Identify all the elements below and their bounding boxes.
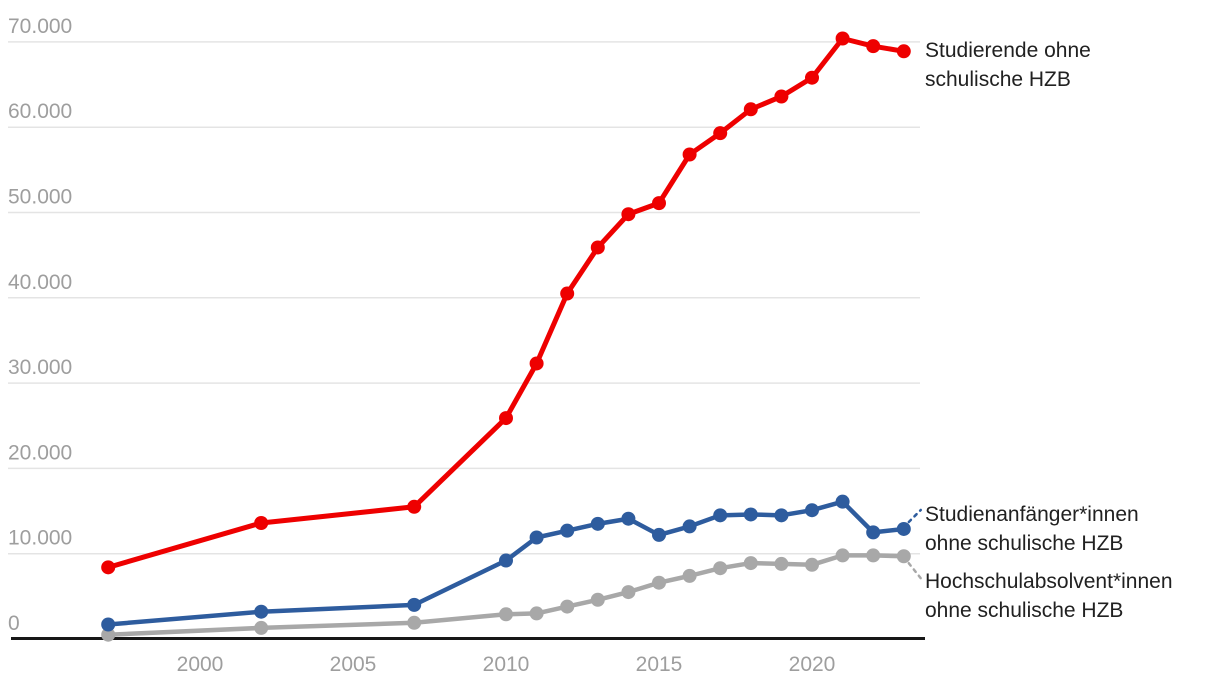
data-point-series-2 bbox=[896, 549, 911, 564]
data-point-series-1 bbox=[652, 527, 666, 542]
data-point-series-0 bbox=[896, 44, 911, 59]
x-tick-label: 2000 bbox=[177, 653, 224, 676]
x-tick-label: 2020 bbox=[789, 653, 836, 676]
data-point-series-2 bbox=[713, 561, 728, 576]
data-point-series-2 bbox=[407, 615, 422, 630]
y-tick-label: 10.000 bbox=[8, 527, 72, 550]
data-point-series-0 bbox=[254, 515, 269, 530]
y-tick-label: 20.000 bbox=[8, 441, 72, 464]
data-point-series-0 bbox=[743, 102, 758, 117]
data-point-series-2 bbox=[866, 548, 881, 563]
data-point-series-1 bbox=[590, 516, 605, 531]
data-point-series-2 bbox=[805, 557, 819, 572]
data-point-series-2 bbox=[682, 568, 697, 583]
legend-studienanfaenger: Studienanfänger*innen ohne schulische HZ… bbox=[925, 500, 1220, 558]
data-point-series-0 bbox=[499, 411, 513, 426]
data-point-series-0 bbox=[590, 240, 605, 255]
data-point-series-0 bbox=[805, 70, 819, 85]
data-point-series-0 bbox=[529, 356, 544, 371]
legend-studierende: Studierende ohne schulische HZB bbox=[925, 36, 1220, 94]
data-point-series-1 bbox=[805, 503, 819, 518]
data-point-series-1 bbox=[529, 530, 544, 545]
data-point-series-0 bbox=[560, 286, 575, 301]
data-point-series-1 bbox=[774, 508, 789, 523]
data-point-series-1 bbox=[621, 511, 636, 526]
data-point-series-1 bbox=[407, 597, 422, 612]
data-point-series-0 bbox=[835, 31, 850, 46]
data-point-series-1 bbox=[896, 521, 911, 536]
legend-studierende-line1: Studierende ohne bbox=[925, 39, 1091, 62]
data-point-series-0 bbox=[652, 196, 666, 211]
data-point-series-1 bbox=[835, 494, 850, 509]
data-point-series-2 bbox=[835, 548, 850, 563]
y-tick-label: 70.000 bbox=[8, 15, 72, 38]
data-point-series-2 bbox=[743, 556, 758, 571]
data-point-series-2 bbox=[774, 556, 789, 571]
legend-absolventen-line2: ohne schulische HZB bbox=[925, 599, 1124, 622]
data-point-series-0 bbox=[682, 147, 697, 162]
x-tick-label: 2005 bbox=[330, 653, 377, 676]
y-tick-label: 30.000 bbox=[8, 356, 72, 379]
data-point-series-2 bbox=[590, 592, 605, 607]
data-point-series-1 bbox=[254, 604, 269, 619]
data-point-series-0 bbox=[621, 207, 636, 222]
data-point-series-0 bbox=[774, 89, 789, 104]
data-point-series-2 bbox=[529, 606, 544, 621]
data-point-series-2 bbox=[254, 620, 269, 635]
legend-absolventen-line1: Hochschulabsolvent*innen bbox=[925, 570, 1173, 593]
data-point-series-0 bbox=[407, 499, 422, 514]
data-point-series-0 bbox=[866, 39, 881, 54]
data-point-series-1 bbox=[101, 617, 116, 632]
data-point-series-2 bbox=[652, 575, 666, 590]
data-point-series-2 bbox=[560, 599, 575, 614]
data-point-series-1 bbox=[682, 519, 697, 534]
data-point-series-1 bbox=[866, 525, 881, 540]
y-tick-label: 40.000 bbox=[8, 271, 72, 294]
data-point-series-2 bbox=[101, 627, 116, 642]
x-tick-label: 2010 bbox=[483, 653, 530, 676]
data-point-series-0 bbox=[101, 560, 116, 575]
data-point-series-1 bbox=[560, 523, 575, 538]
y-tick-label: 50.000 bbox=[8, 186, 72, 209]
data-point-series-2 bbox=[621, 585, 636, 600]
data-point-series-1 bbox=[713, 508, 728, 523]
y-tick-label: 0 bbox=[8, 612, 20, 635]
legend-absolventen: Hochschulabsolvent*innen ohne schulische… bbox=[925, 567, 1220, 625]
data-point-series-1 bbox=[499, 553, 513, 568]
legend-studierende-line2: schulische HZB bbox=[925, 68, 1071, 91]
leader-line-absolventen bbox=[907, 562, 923, 580]
series-line-0 bbox=[105, 35, 907, 570]
x-tick-label: 2015 bbox=[636, 653, 683, 676]
legend-studienanfaenger-line2: ohne schulische HZB bbox=[925, 532, 1124, 555]
legend-studienanfaenger-line1: Studienanfänger*innen bbox=[925, 503, 1139, 526]
data-point-series-1 bbox=[743, 507, 758, 522]
leader-line-studienanfaenger bbox=[907, 508, 923, 524]
y-tick-label: 60.000 bbox=[8, 100, 72, 123]
data-point-series-0 bbox=[713, 126, 728, 141]
data-point-series-2 bbox=[499, 607, 513, 622]
